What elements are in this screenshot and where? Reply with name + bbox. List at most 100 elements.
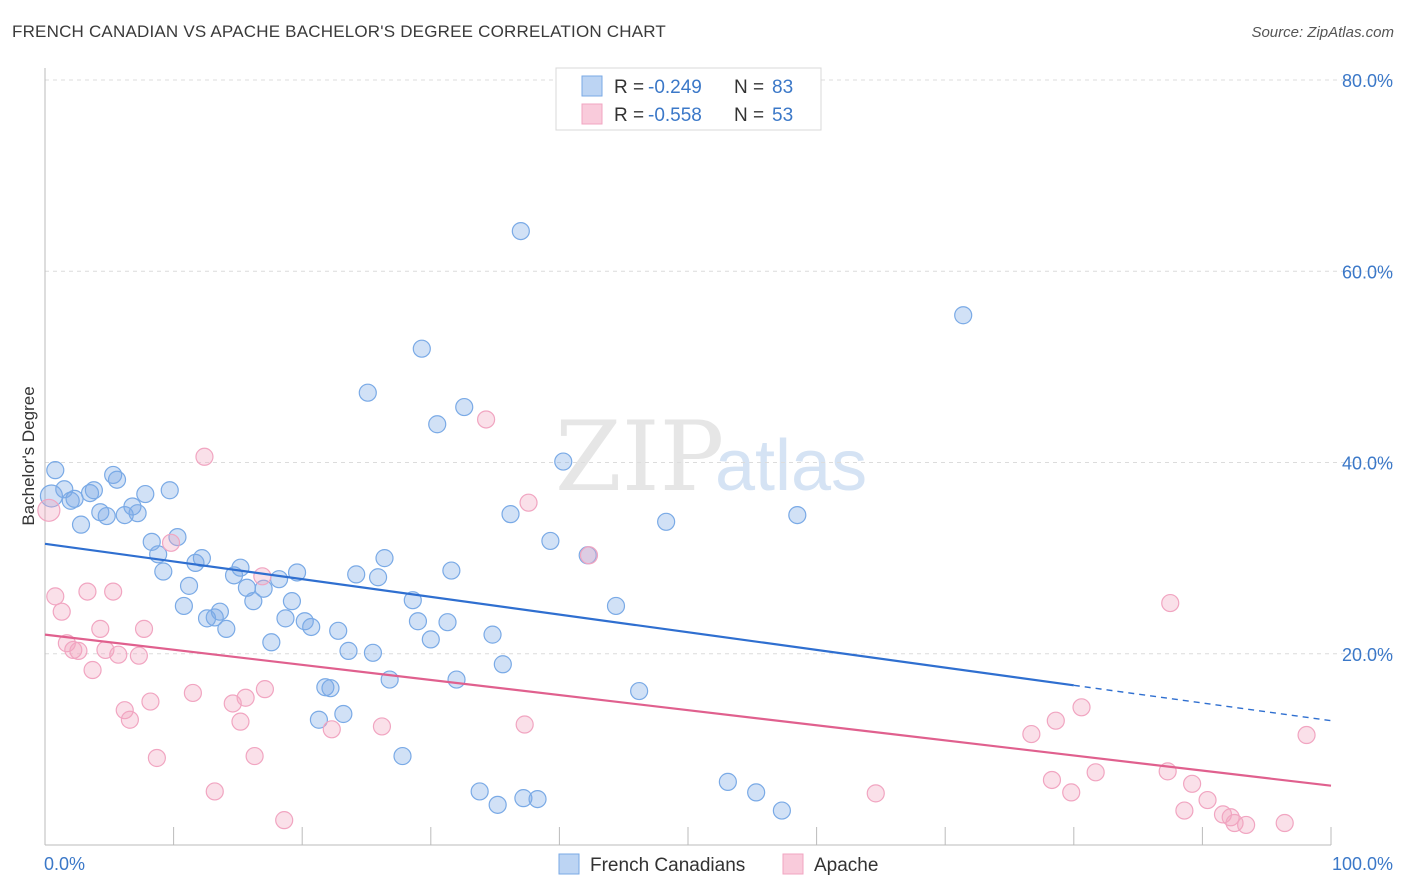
apache-point xyxy=(78,582,97,601)
french-canadians-point xyxy=(470,782,489,801)
french-canadians-point xyxy=(174,596,193,616)
apache-point xyxy=(1297,725,1316,745)
stats-r-label-2: R = xyxy=(614,105,644,126)
legend-label-french-canadians: French Canadians xyxy=(590,855,745,876)
french-canadians-point xyxy=(302,617,321,637)
apache-point xyxy=(1275,813,1294,833)
stats-legend: R = -0.249 N = 83 R = -0.558 N = 53 xyxy=(555,67,822,131)
apache-point xyxy=(372,717,392,736)
source-label: Source: ZipAtlas.com xyxy=(1251,24,1394,41)
apache-point xyxy=(236,688,255,707)
french-canadians-point xyxy=(231,558,250,577)
data-points xyxy=(37,221,1316,835)
apache-point xyxy=(109,645,128,664)
french-canadians-point xyxy=(428,415,447,434)
trend-line-french-canadians xyxy=(44,542,1074,687)
french-canadians-point xyxy=(334,704,353,724)
apache-point xyxy=(322,720,341,739)
apache-point xyxy=(141,692,160,711)
apache-point xyxy=(64,640,83,660)
apache-point xyxy=(37,498,61,522)
french-canadians-point xyxy=(65,489,84,508)
apache-point xyxy=(1237,815,1256,835)
apache-point xyxy=(1175,801,1194,820)
apache-point xyxy=(129,646,148,665)
french-canadians-point xyxy=(483,625,502,644)
apache-point xyxy=(120,710,139,729)
y-tick-label-60: 60.0% xyxy=(1342,262,1393,282)
apache-point xyxy=(579,546,599,565)
gridlines xyxy=(45,79,1393,655)
apache-point xyxy=(231,712,250,731)
french-canadians-point xyxy=(84,481,103,500)
stats-n-value-1: 83 xyxy=(772,77,793,98)
french-canadians-point xyxy=(393,746,412,766)
apache-point xyxy=(245,746,264,766)
y-axis-title: Bachelor's Degree xyxy=(19,386,38,525)
stats-r-label-1: R = xyxy=(614,77,644,98)
watermark: ZIP atlas xyxy=(555,401,867,513)
axes xyxy=(44,68,1332,846)
french-canadians-point xyxy=(447,670,466,689)
french-canadians-point xyxy=(329,621,348,640)
apache-point xyxy=(91,619,110,638)
stats-n-value-2: 53 xyxy=(772,105,793,126)
french-canadians-point xyxy=(128,504,147,523)
french-canadians-point xyxy=(788,505,807,525)
french-canadians-point xyxy=(772,801,791,820)
french-canadians-point xyxy=(136,484,155,504)
french-canadians-point xyxy=(412,339,431,358)
x-tick-label-max: 100.0% xyxy=(1332,854,1393,874)
french-canadians-point xyxy=(493,655,512,674)
french-canadians-point xyxy=(554,452,573,471)
french-canadians-point xyxy=(747,783,766,802)
french-canadians-point xyxy=(408,612,428,631)
french-canadians-point xyxy=(244,592,263,611)
french-canadians-point xyxy=(421,630,440,649)
apache-point xyxy=(255,680,275,699)
stats-swatch-apache xyxy=(581,103,603,125)
french-canadians-point xyxy=(954,306,973,325)
trend-lines xyxy=(44,542,1332,787)
stats-swatch-french-canadians xyxy=(581,75,603,97)
french-canadians-point xyxy=(179,576,199,595)
french-canadians-point xyxy=(309,710,329,729)
apache-point xyxy=(275,811,294,830)
apache-point xyxy=(1183,774,1202,793)
french-canadians-point xyxy=(321,679,340,698)
french-canadians-point xyxy=(316,678,335,697)
french-canadians-point xyxy=(347,565,366,584)
french-canadians-point xyxy=(488,795,507,814)
legend-swatch-apache xyxy=(782,853,804,875)
french-canadians-point xyxy=(71,515,91,534)
french-canadians-point xyxy=(368,568,388,587)
apache-point xyxy=(1022,724,1041,744)
french-canadians-point xyxy=(511,221,530,241)
watermark-zip: ZIP xyxy=(555,401,724,513)
french-canadians-point xyxy=(442,561,461,580)
french-canadians-point xyxy=(375,549,394,568)
french-canadians-point xyxy=(97,506,116,526)
apache-point xyxy=(1086,763,1105,782)
stats-n-label-1: N = xyxy=(734,77,764,98)
apache-point xyxy=(195,447,214,466)
french-canadians-point xyxy=(205,608,224,627)
series-apache xyxy=(37,410,1316,835)
legend-swatch-french-canadians xyxy=(558,853,580,875)
apache-point xyxy=(1161,593,1180,613)
series-legend: French Canadians Apache xyxy=(558,853,878,876)
apache-point xyxy=(183,683,202,703)
french-canadians-point xyxy=(630,681,649,701)
french-canadians-point xyxy=(46,461,65,480)
apache-point xyxy=(1062,783,1081,802)
y-tick-label-40: 40.0% xyxy=(1342,454,1393,474)
french-canadians-point xyxy=(657,512,676,531)
stats-r-value-1: -0.249 xyxy=(648,77,702,98)
stats-n-label-2: N = xyxy=(734,105,764,126)
y-tick-label-20: 20.0% xyxy=(1342,645,1393,665)
legend-label-apache: Apache xyxy=(814,855,878,876)
apache-point xyxy=(104,582,123,601)
trend-line-extension-french-canadians xyxy=(1073,684,1332,722)
french-canadians-point xyxy=(358,383,377,402)
french-canadians-point xyxy=(269,570,289,589)
